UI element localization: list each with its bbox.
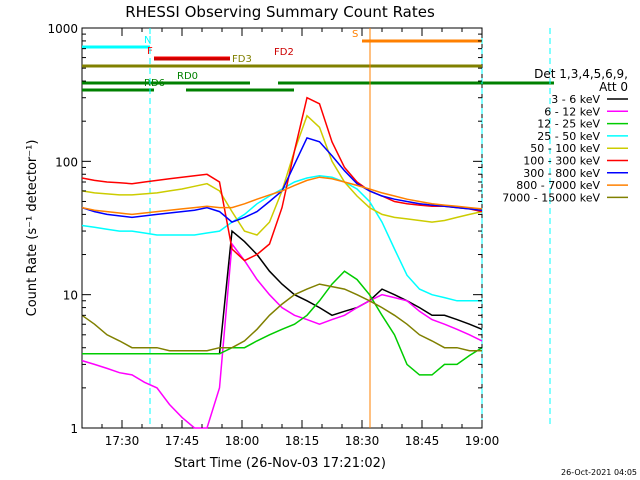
y-tick-label: 100 (55, 155, 78, 169)
x-axis: 17:30 17:45 18:00 18:15 18:30 18:45 19:00 (101, 28, 500, 448)
footer-stamp: 26-Oct-2021 04:05 (561, 468, 637, 477)
series-lines (81, 96, 483, 429)
y-tick-label: 1000 (47, 22, 78, 36)
x-axis-label: Start Time (26-Nov-03 17:21:02) (174, 456, 386, 471)
legend-label: 3 - 6 keV (551, 93, 600, 106)
legend-title-line1: Det 1,3,4,5,6,9, (534, 67, 628, 81)
legend-label: 6 - 12 keV (544, 105, 600, 118)
y-axis-label: Count Rate (s⁻¹ detector⁻¹) (25, 140, 40, 317)
legend-label: 100 - 300 keV (523, 155, 600, 168)
annotation-bars: NFFD2SFD3RD0RD6 (82, 28, 554, 428)
x-tick-label: 19:00 (465, 434, 500, 448)
x-tick-label: 18:00 (225, 434, 260, 448)
series-line-7000-15000kev (81, 283, 482, 352)
legend-label: 300 - 800 keV (523, 167, 600, 180)
x-tick-label: 17:45 (165, 434, 200, 448)
legend-label: 800 - 7000 keV (516, 179, 600, 192)
annotation-label-fd2: FD2 (274, 47, 294, 58)
legend-label: 7000 - 15000 keV (502, 191, 600, 204)
legend-label: 50 - 100 keV (530, 142, 600, 155)
plot-frame (81, 27, 483, 429)
x-tick-label: 17:30 (105, 434, 140, 448)
series-line-100-300kev (81, 96, 483, 262)
x-tick-label: 18:30 (345, 434, 380, 448)
y-axis: 1 10 100 1000 (47, 22, 482, 436)
y-tick-label: 1 (70, 422, 78, 436)
legend-title-line2: Att 0 (599, 80, 628, 94)
chart-title: RHESSI Observing Summary Count Rates (125, 3, 435, 21)
series-line-12-25kev (82, 270, 483, 376)
series-line-50-100kev (81, 114, 483, 236)
legend-label: 12 - 25 keV (537, 118, 600, 131)
legend-label: 25 - 50 keV (537, 130, 600, 143)
x-tick-label: 18:15 (285, 434, 320, 448)
x-tick-label: 18:45 (405, 434, 440, 448)
annotation-label-fd3: FD3 (232, 54, 252, 65)
annotation-label-n: N (144, 35, 151, 46)
annotation-label-rd6: RD6 (144, 78, 165, 89)
y-tick-label: 10 (63, 289, 78, 303)
annotation-label-s: S (352, 29, 358, 40)
series-line-800-7000kev (81, 176, 483, 216)
series-line-6-12kev (81, 241, 483, 429)
annotation-label-rd0: RD0 (177, 71, 198, 82)
